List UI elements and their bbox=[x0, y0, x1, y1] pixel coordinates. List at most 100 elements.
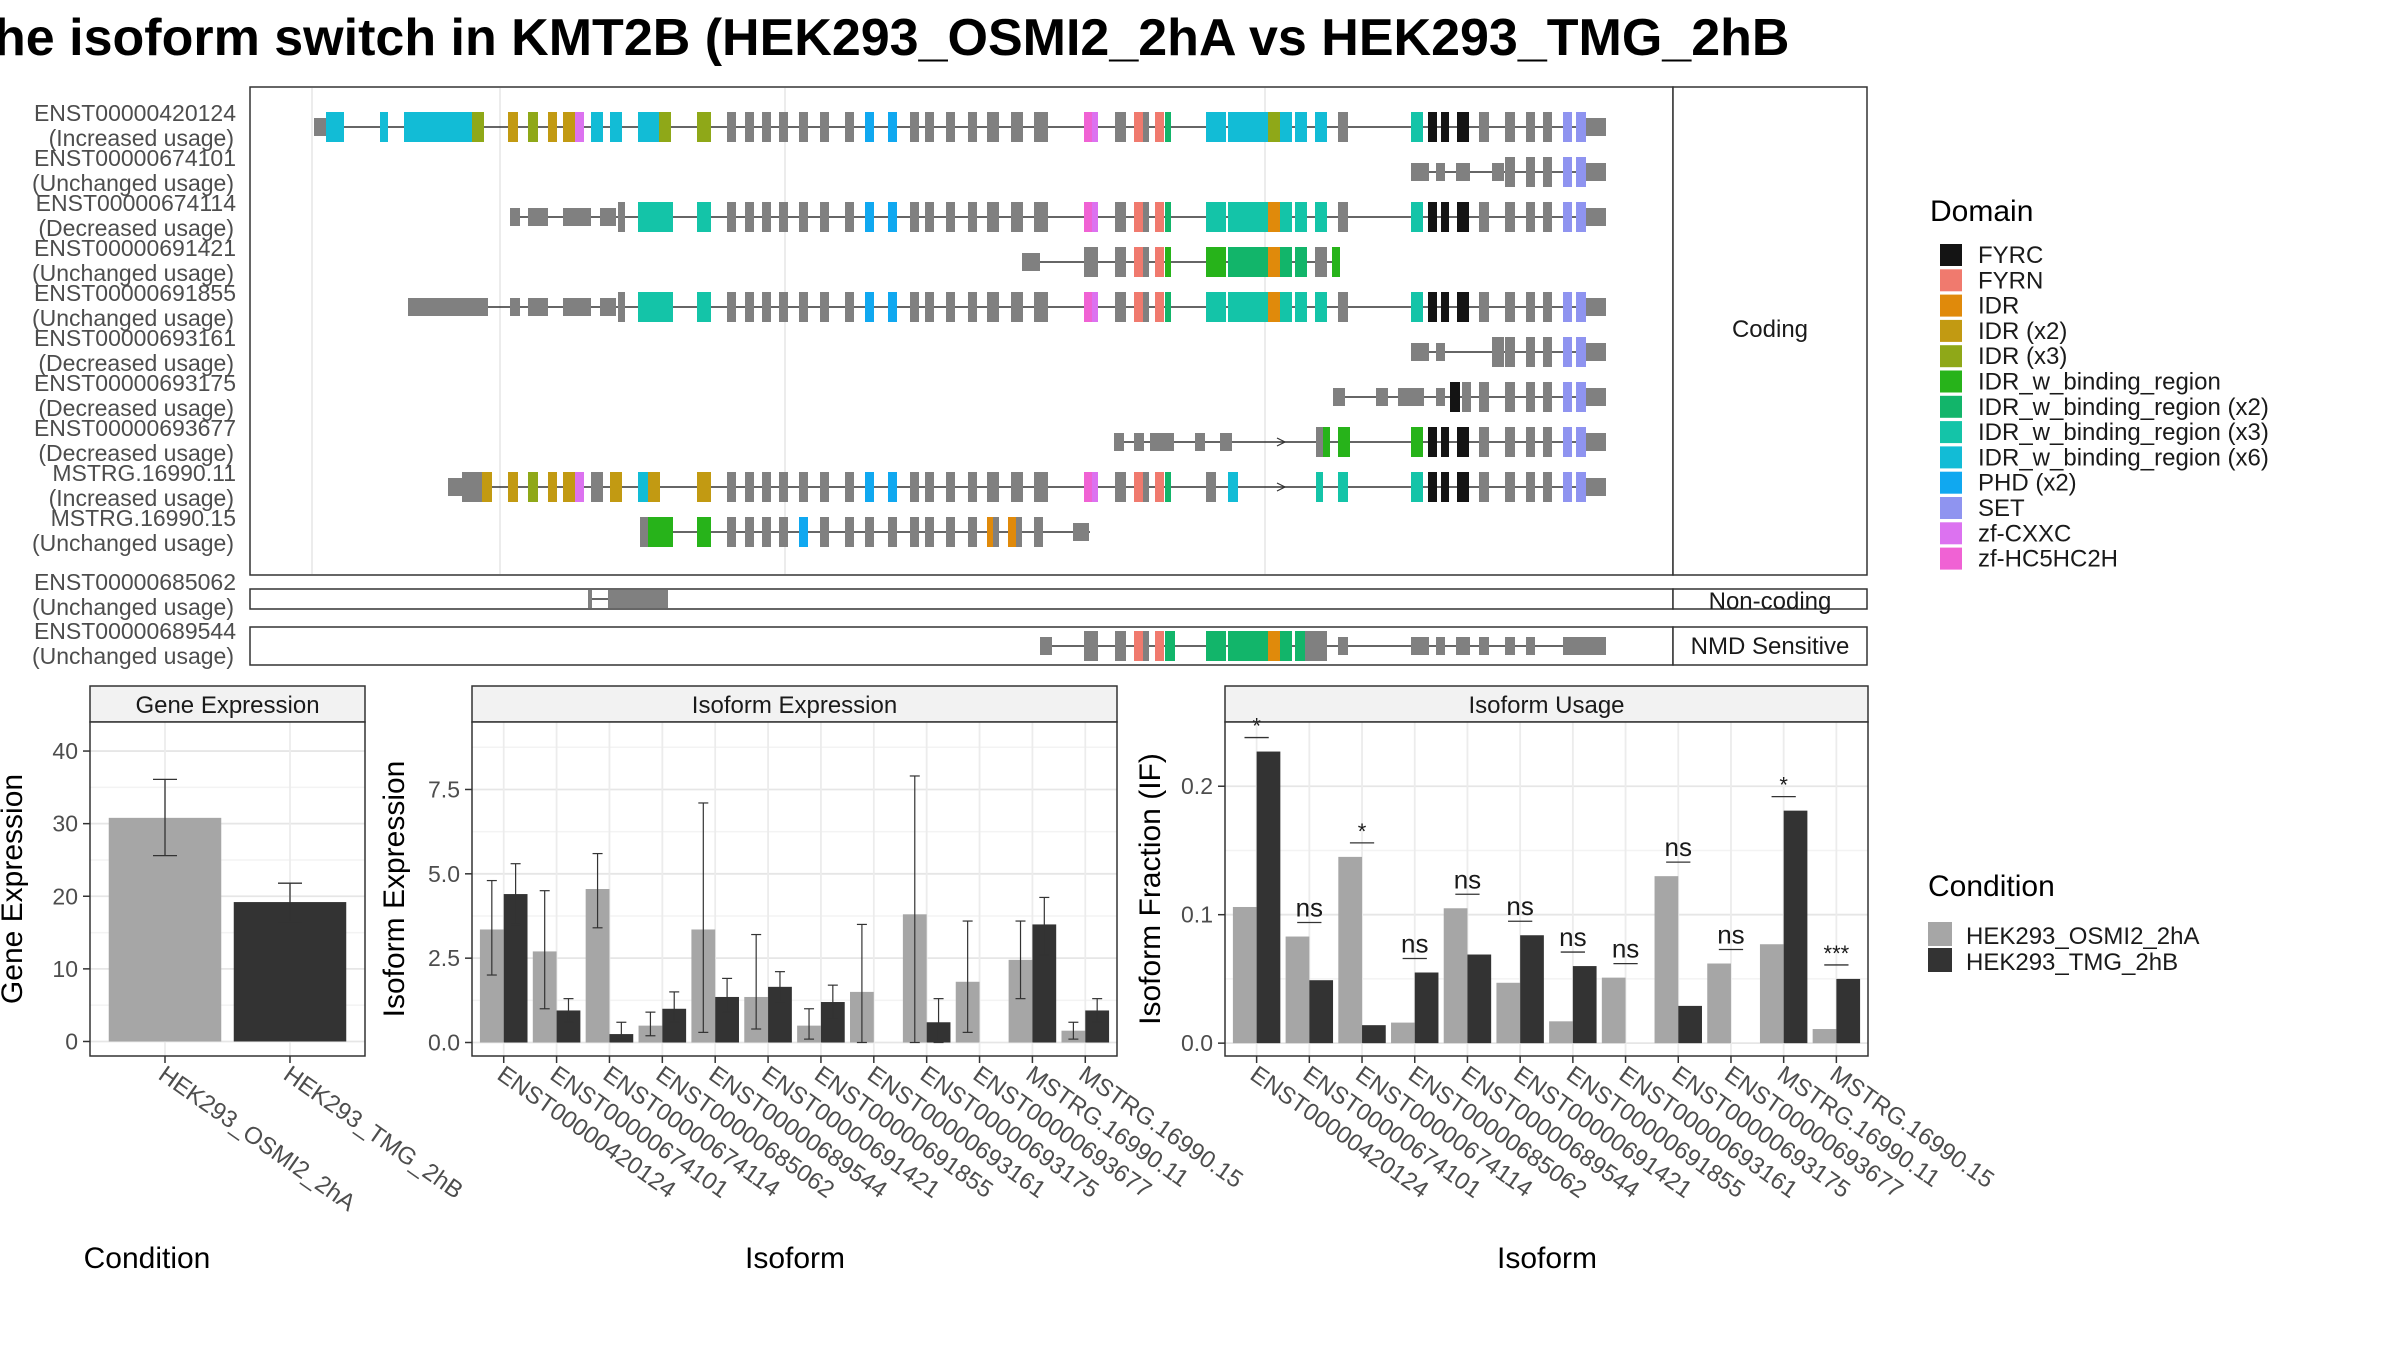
tx8-exon-g2 bbox=[1505, 472, 1515, 502]
tx4-m6 bbox=[820, 292, 829, 322]
figure-title: he isoform switch in KMT2B (HEK293_OSMI2… bbox=[0, 9, 1789, 67]
transcript-structure-panel: Coding Non-coding NMD Sensitive ENST0000042… bbox=[32, 86, 1868, 669]
panel2-bar-s0-6 bbox=[1549, 1021, 1573, 1044]
tx3-e5 bbox=[1155, 247, 1164, 277]
domain-label-6: IDR_w_binding_region (x2) bbox=[1978, 394, 2269, 421]
panel1-bar-s1-6 bbox=[820, 1002, 845, 1043]
tx2-m18 bbox=[1115, 202, 1126, 232]
panel1-bar-s0-0 bbox=[479, 929, 504, 1043]
strip-label-coding: Coding bbox=[1732, 316, 1808, 343]
tx3-e12 bbox=[1315, 247, 1327, 277]
tx8-m2 bbox=[745, 472, 754, 502]
domain-label-0: FYRC bbox=[1978, 242, 2043, 269]
tx2-exon-set2 bbox=[1576, 202, 1586, 232]
tx0-m16 bbox=[1034, 112, 1048, 142]
condition-legend-title: Condition bbox=[1928, 870, 2055, 903]
tx3-e7 bbox=[1206, 247, 1226, 277]
panel2-bar-s0-1 bbox=[1285, 936, 1310, 1044]
panel0-bar-1 bbox=[233, 902, 347, 1042]
tx7-e1 bbox=[1323, 427, 1330, 457]
tx8-m9 bbox=[888, 472, 897, 502]
tx1-g2 bbox=[1505, 157, 1515, 187]
tx8-m12 bbox=[946, 472, 955, 502]
tx8-e0 bbox=[462, 472, 482, 502]
domain-key-11 bbox=[1940, 522, 1962, 545]
tx4-e20 bbox=[1206, 292, 1226, 322]
domain-key-5 bbox=[1940, 370, 1962, 393]
tx2-e25 bbox=[1315, 202, 1327, 232]
domain-legend-title: Domain bbox=[1930, 195, 2033, 228]
tx7-exon-utr-end bbox=[1586, 433, 1606, 451]
noncoding-panel-frame bbox=[249, 588, 1674, 610]
panel2-bar-s1-1 bbox=[1309, 980, 1334, 1044]
tx2-m1 bbox=[727, 202, 736, 232]
tx2-e2 bbox=[697, 202, 711, 232]
tx4-exon-g1 bbox=[1479, 292, 1489, 322]
tx6-set2 bbox=[1576, 382, 1586, 412]
tx2-m7 bbox=[845, 202, 854, 232]
tx6-g4 bbox=[1543, 382, 1552, 412]
legend-label-osmi2: HEK293_OSMI2_2hA bbox=[1966, 923, 2199, 950]
transcript-id-10: ENST00000685062 bbox=[34, 569, 236, 595]
domain-label-5: IDR_w_binding_region bbox=[1978, 369, 2221, 396]
tx8-e6 bbox=[575, 472, 584, 502]
tx2-m3 bbox=[762, 202, 771, 232]
domain-label-7: IDR_w_binding_region (x3) bbox=[1978, 419, 2269, 446]
panel2-ytick-label-0: 0.0 bbox=[1181, 1030, 1213, 1056]
tx6-g2 bbox=[1505, 382, 1515, 412]
tx4-e24 bbox=[1295, 292, 1307, 322]
panel2-sig-label-7: ns bbox=[1612, 934, 1639, 964]
panel2-ylabel: Isoform Fraction (IF) bbox=[1134, 753, 1167, 1025]
tx4-e1 bbox=[638, 292, 673, 322]
domain-label-11: zf-CXXC bbox=[1978, 520, 2071, 547]
domain-key-9 bbox=[1940, 471, 1962, 494]
tx3-e2 bbox=[1115, 247, 1126, 277]
tx11-utr-h bbox=[1526, 637, 1535, 655]
tx11-utr-e bbox=[1456, 637, 1470, 655]
tx0-exon-utr-end bbox=[1586, 118, 1606, 136]
tx2-utr-a bbox=[510, 208, 520, 226]
tx8-exon-utr-end bbox=[1586, 478, 1606, 496]
tx0-exon-set1 bbox=[1563, 112, 1572, 142]
tx0-m17b bbox=[1092, 112, 1098, 142]
domain-key-8 bbox=[1940, 446, 1962, 469]
tx9-e6 bbox=[779, 517, 788, 547]
tx8-exon-fyrc1 bbox=[1428, 472, 1437, 502]
tx5-g3 bbox=[1526, 337, 1535, 367]
tx4-exon-g3 bbox=[1526, 292, 1535, 322]
tx2-e21 bbox=[1228, 202, 1268, 232]
tx0-e23 bbox=[1280, 112, 1292, 142]
tx2-m21 bbox=[1155, 202, 1164, 232]
tx8-m5 bbox=[799, 472, 808, 502]
transcript-usage-0: (Increased usage) bbox=[49, 125, 234, 151]
tx2-exon-g1 bbox=[1479, 202, 1489, 232]
tx2-m16 bbox=[1034, 202, 1048, 232]
tx0-e8 bbox=[563, 112, 575, 142]
panel1-bar-s1-0 bbox=[503, 894, 528, 1043]
tx8-exon-fyrc2 bbox=[1441, 472, 1449, 502]
tx2-m19 bbox=[1134, 202, 1143, 232]
tx8-e3 bbox=[528, 472, 538, 502]
tx9-e16 bbox=[987, 517, 993, 547]
tx2-utr-b bbox=[528, 208, 548, 226]
tx2-m22 bbox=[1165, 202, 1171, 232]
tx4-m15 bbox=[1011, 292, 1023, 322]
tx1-g4 bbox=[1543, 157, 1552, 187]
panel1-group: Isoform Expression0.02.55.07.5ENST000004… bbox=[378, 685, 1248, 1275]
panel0-ytick-label-0: 0 bbox=[65, 1028, 78, 1054]
tx8-m16 bbox=[1034, 472, 1048, 502]
transcript-usage-6: (Decreased usage) bbox=[38, 395, 234, 421]
tx0-m2 bbox=[745, 112, 754, 142]
tx0-e4 bbox=[472, 112, 484, 142]
tx11-utr-g bbox=[1505, 637, 1515, 655]
tx7-exon-fyrc2 bbox=[1441, 427, 1449, 457]
tx11-utr-d bbox=[1436, 637, 1445, 655]
domain-label-4: IDR (x3) bbox=[1978, 343, 2067, 370]
panel2-bar-s1-2 bbox=[1362, 1025, 1386, 1044]
panel2-sig-label-10: * bbox=[1779, 773, 1788, 798]
tx11-e5 bbox=[1155, 631, 1164, 661]
tx8-m10 bbox=[910, 472, 919, 502]
tx4-utr-e bbox=[600, 298, 616, 316]
tx9-e3 bbox=[727, 517, 736, 547]
tx0-e9 bbox=[575, 112, 584, 142]
